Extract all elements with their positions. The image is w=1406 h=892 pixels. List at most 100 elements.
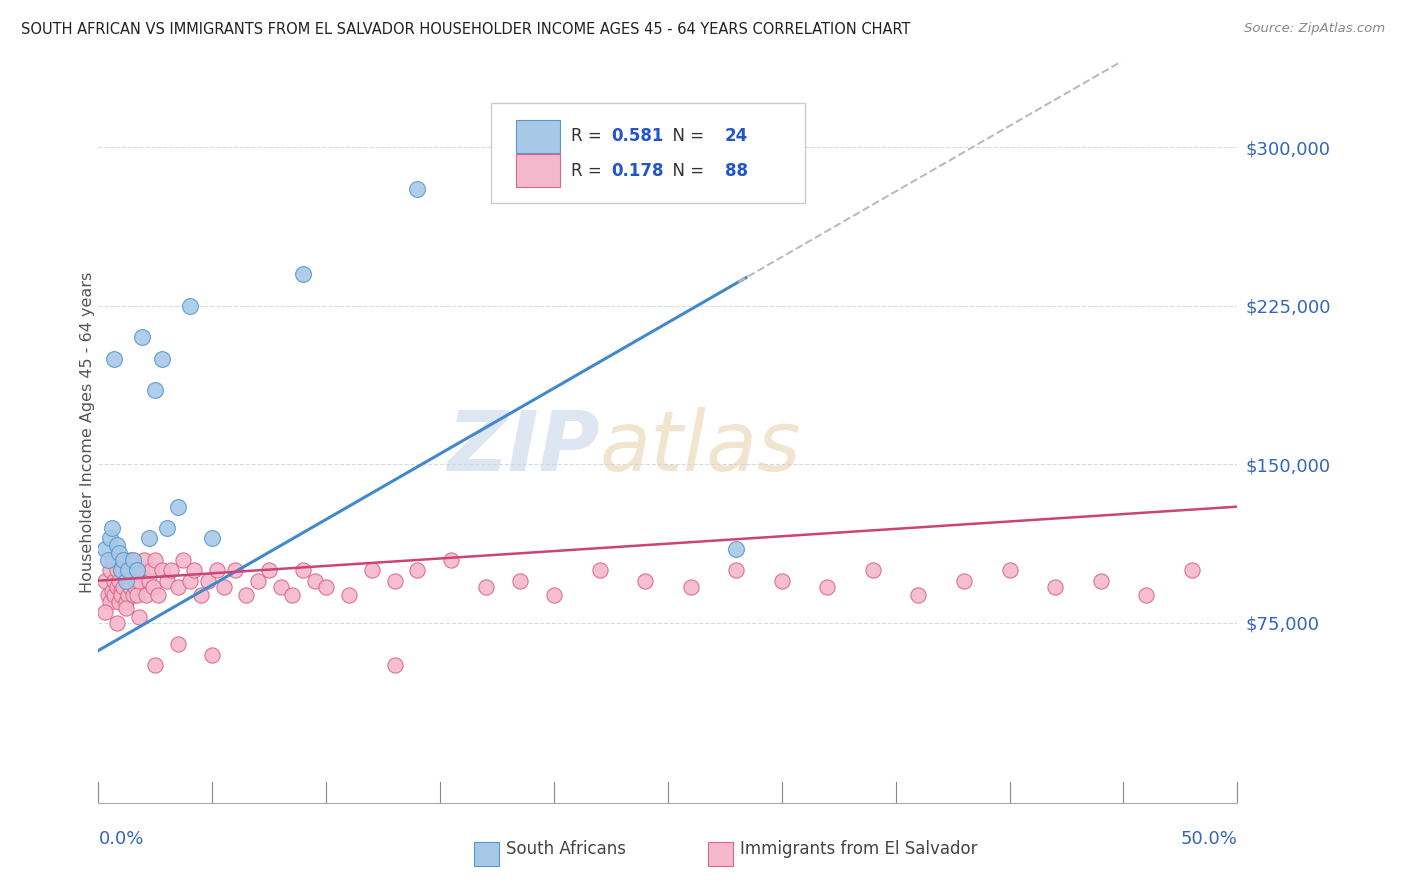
Point [98,532,121,546]
Point [384,574,406,588]
Point [384,658,406,673]
Text: Immigrants from El Salvador: Immigrants from El Salvador [740,840,977,858]
Point [150,351,173,366]
Point [114,595,136,609]
Point [112,580,135,594]
Point [156,521,179,535]
Point [120,552,142,566]
Point [103,351,125,366]
Text: N =: N = [662,128,710,145]
Point [121,552,143,566]
Point [201,648,224,662]
Point [105,615,128,630]
Point [440,552,463,566]
Point [292,563,315,577]
Point [105,580,128,594]
Point [142,580,165,594]
Point [815,580,838,594]
Point [160,563,183,577]
Point [907,589,929,603]
Point [634,574,657,588]
Point [406,563,429,577]
Point [110,584,132,599]
Text: 88: 88 [725,161,748,179]
Point [304,574,326,588]
Text: Source: ZipAtlas.com: Source: ZipAtlas.com [1244,22,1385,36]
Point [197,574,219,588]
Point [112,563,135,577]
Point [543,589,565,603]
Point [96,589,118,603]
Point [474,580,496,594]
Point [94,574,117,588]
FancyBboxPatch shape [491,103,804,203]
Point [121,589,143,603]
Text: SOUTH AFRICAN VS IMMIGRANTS FROM EL SALVADOR HOUSEHOLDER INCOME AGES 45 - 64 YEA: SOUTH AFRICAN VS IMMIGRANTS FROM EL SALV… [21,22,911,37]
Point [135,589,157,603]
Point [337,589,360,603]
Y-axis label: Householder Income Ages 45 - 64 years: Householder Income Ages 45 - 64 years [80,272,94,593]
Point [138,532,160,546]
Point [132,552,155,566]
Point [179,299,201,313]
Point [94,541,117,556]
Point [114,601,136,615]
Point [315,580,337,594]
Point [124,574,146,588]
Text: 0.178: 0.178 [610,161,664,179]
Point [127,563,149,577]
Point [121,563,143,577]
Point [112,552,135,566]
Point [998,563,1021,577]
Point [120,580,142,594]
Point [105,538,128,552]
Point [201,532,224,546]
Point [108,595,131,609]
Point [406,182,429,196]
Point [128,574,150,588]
Point [953,574,976,588]
Point [101,521,124,535]
Point [108,574,131,588]
Text: 50.0%: 50.0% [1181,830,1237,847]
Text: ZIP: ZIP [447,407,599,488]
Point [360,563,382,577]
Point [205,563,228,577]
Text: 24: 24 [725,128,748,145]
Point [588,563,610,577]
Text: atlas: atlas [599,407,801,488]
Point [190,589,212,603]
Point [212,580,235,594]
Point [110,589,132,603]
Point [224,563,246,577]
Point [117,563,139,577]
Point [108,546,131,560]
Point [98,563,121,577]
Point [131,330,153,344]
Point [117,589,139,603]
Point [101,552,124,566]
Point [101,584,124,599]
Point [862,563,884,577]
Bar [516,120,560,153]
Bar [474,842,499,866]
Point [1043,580,1066,594]
Point [509,574,531,588]
Point [124,580,146,594]
Point [127,563,149,577]
Point [235,589,257,603]
Point [98,595,121,609]
Bar [707,842,733,866]
Point [259,563,281,577]
Point [110,563,132,577]
Text: R =: R = [571,128,607,145]
Point [146,589,169,603]
Point [679,580,702,594]
Text: R =: R = [571,161,607,179]
Point [114,574,136,588]
Point [725,563,748,577]
Point [103,589,125,603]
Point [145,384,167,398]
Text: N =: N = [662,161,710,179]
Text: South Africans: South Africans [506,840,626,858]
